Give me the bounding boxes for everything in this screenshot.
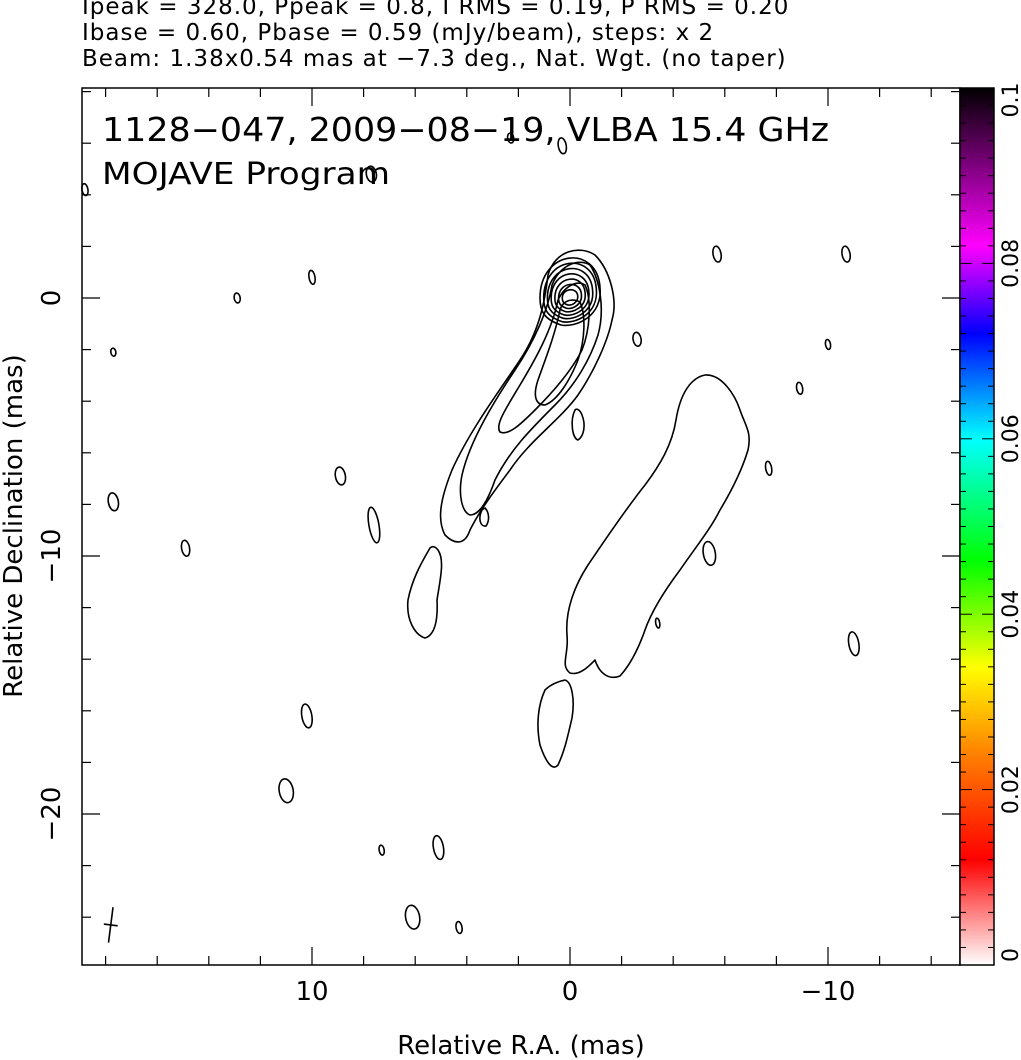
noise-contour [278, 778, 295, 804]
colorbar-tick-labels: 0 0.02 0.04 0.06 0.08 0.1 [999, 83, 1021, 963]
noise-contour [702, 540, 717, 567]
colorbar-tick-label: 0.04 [999, 590, 1021, 639]
noise-contour [824, 338, 832, 351]
noise-contour [233, 292, 242, 304]
y-tick-label: 0 [37, 290, 67, 307]
header-info: Ipeak = 328.0, Ppeak = 0.8, I RMS = 0.19… [82, 0, 789, 72]
plot-subtitle: MOJAVE Program [102, 157, 390, 192]
noise-contour [334, 466, 347, 486]
colorbar-tick-label: 0.06 [999, 414, 1021, 463]
beam-minor-axis [103, 923, 118, 927]
jet-contour [498, 282, 591, 434]
noise-contour [365, 165, 378, 183]
y-tick-label: −20 [37, 787, 67, 842]
x-tick-label: −10 [801, 977, 856, 1007]
noise-contour [841, 245, 852, 263]
plot-frame [81, 87, 961, 966]
noise-contour [455, 920, 463, 935]
noise-contour [712, 245, 723, 263]
noise-contour [632, 331, 643, 348]
noise-contour [107, 492, 120, 512]
jet-contour [571, 408, 585, 441]
extended-contour [564, 374, 750, 679]
x-tick-label: 0 [562, 977, 579, 1007]
colorbar-ticks [960, 87, 994, 966]
core-contour [550, 273, 590, 317]
colorbar-tick-label: 0.02 [999, 765, 1021, 814]
noise-contour [847, 631, 860, 657]
noise-contour [308, 269, 316, 286]
x-tick-label: 10 [295, 977, 328, 1007]
jet-contour [439, 249, 615, 543]
noise-contour [506, 132, 515, 144]
colorbar-tick-label: 0.1 [999, 83, 1021, 118]
noise-contour [557, 137, 568, 155]
x-axis-label: Relative R.A. (mas) [397, 1031, 644, 1060]
beam-cross [103, 907, 118, 943]
core-contour [557, 283, 583, 310]
axis-ticks [82, 88, 960, 965]
header-line-3: Beam: 1.38x0.54 mas at −7.3 deg., Nat. W… [82, 46, 787, 72]
noise-contour [654, 617, 661, 629]
noise-contour [378, 844, 386, 856]
y-axis-label: Relative Declination (mas) [0, 354, 29, 697]
header-line-1: Ipeak = 328.0, Ppeak = 0.8, I RMS = 0.19… [82, 0, 790, 20]
colorbar-tick-label: 0 [999, 948, 1021, 962]
noise-contour [300, 703, 313, 729]
core-contour [561, 288, 579, 306]
noise-contour [432, 834, 445, 861]
jet-contour [479, 507, 490, 527]
core-contour [539, 257, 601, 327]
noise-contour [367, 506, 381, 544]
noise-contour [795, 381, 804, 396]
noise-contour [404, 904, 421, 930]
noise-contour [180, 539, 191, 557]
header-line-2: Ibase = 0.60, Pbase = 0.59 (mJy/beam), s… [82, 20, 715, 46]
plot-title: 1128−047, 2009−08−19, VLBA 15.4 GHz [102, 110, 829, 149]
axis-tick-labels: 10 0 −10 0 −10 −20 [37, 290, 855, 1007]
contour-layer [81, 132, 860, 935]
colorbar-tick-label: 0.08 [999, 239, 1021, 288]
extended-contour [537, 679, 574, 768]
core-contour [542, 262, 598, 323]
jet-contour [534, 299, 585, 406]
y-tick-label: −10 [37, 529, 67, 584]
noise-contour [764, 460, 773, 476]
noise-contour [109, 347, 117, 357]
jet-contour [406, 545, 443, 639]
jet-contour [459, 261, 603, 516]
